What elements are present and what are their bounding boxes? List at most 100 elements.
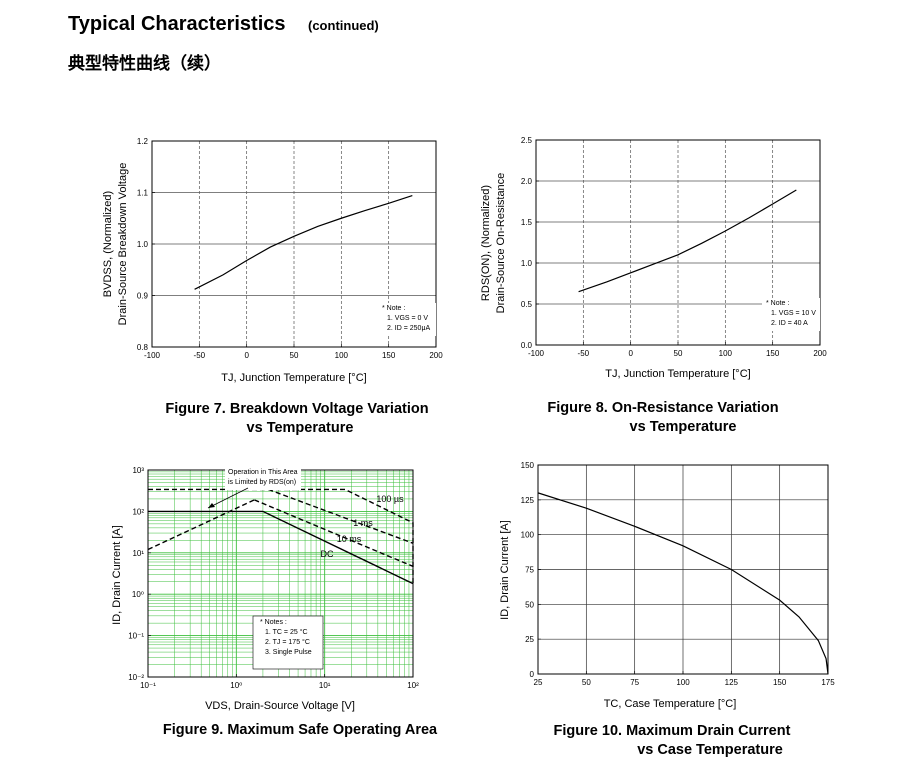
- series-label: 100 µs: [376, 494, 404, 504]
- x-tick-label: 100: [719, 349, 733, 358]
- x-tick-label: 150: [766, 349, 780, 358]
- figure-caption: Figure 8. On-Resistance Variation: [547, 400, 778, 416]
- y-axis-label: Drain-Source On-Resistance: [495, 173, 507, 314]
- page-title: Typical Characteristics: [68, 13, 286, 35]
- data-line: [148, 510, 414, 585]
- y-tick-label: 75: [525, 566, 534, 575]
- y-tick-label: 1.5: [521, 218, 533, 227]
- y-tick-label: 25: [525, 635, 534, 644]
- y-tick-label: 1.0: [521, 259, 533, 268]
- annotation-text: is Limited by RDS(on): [228, 479, 296, 486]
- x-tick-label: -50: [194, 351, 206, 360]
- y-tick-label: 10⁻¹: [128, 632, 144, 641]
- y-tick-label: 100: [521, 531, 535, 540]
- series-label: DC: [321, 549, 334, 559]
- y-tick-label: 0.8: [137, 343, 149, 352]
- x-axis-label: TC, Case Temperature [°C]: [604, 698, 737, 710]
- y-tick-label: 0.9: [137, 292, 149, 301]
- page-subtitle: (continued): [308, 18, 379, 33]
- y-tick-label: 10⁻²: [128, 673, 144, 682]
- data-line: [537, 492, 829, 675]
- notes-bg: [762, 298, 820, 331]
- note-text: 1. TC = 25 °C: [265, 628, 308, 636]
- x-tick-label: 10⁰: [230, 681, 242, 690]
- page-title-cn: 典型特性曲线（续）: [68, 53, 221, 73]
- x-tick-label: 75: [630, 678, 639, 687]
- y-tick-label: 10³: [132, 466, 144, 475]
- x-tick-label: 10⁻¹: [140, 681, 156, 690]
- annotation-bg: [225, 466, 301, 490]
- x-tick-label: 10²: [407, 681, 419, 690]
- x-tick-label: -100: [528, 349, 545, 358]
- notes-box: [252, 615, 324, 670]
- y-tick-label: 2.0: [521, 177, 533, 186]
- x-tick-label: 200: [429, 351, 443, 360]
- figure-caption: Figure 9. Maximum Safe Operating Area: [163, 722, 438, 738]
- note-text: * Note :: [382, 305, 405, 312]
- x-tick-label: 175: [821, 678, 835, 687]
- plot-frame: [537, 464, 829, 675]
- x-tick-label: 125: [725, 678, 739, 687]
- note-text: 3. Single Pulse: [265, 649, 312, 656]
- note-text: * Note :: [766, 300, 789, 307]
- x-tick-label: 50: [290, 351, 299, 360]
- note-text: 1. VGS = 10 V: [771, 310, 816, 317]
- y-axis-label: ID, Drain Current [A]: [111, 525, 123, 625]
- figure-caption: vs Case Temperature: [637, 742, 783, 758]
- x-tick-label: 0: [244, 351, 249, 360]
- data-line: [268, 488, 414, 544]
- y-tick-label: 1.2: [137, 137, 149, 146]
- y-tick-label: 10²: [132, 507, 144, 516]
- data-line: [147, 499, 255, 551]
- y-tick-label: 1.1: [137, 189, 149, 198]
- annotation-arrow: [207, 487, 249, 509]
- y-tick-label: 1.0: [137, 240, 149, 249]
- note-text: 2. ID = 250μA: [387, 325, 430, 332]
- note-text: 1. VGS = 0 V: [387, 315, 428, 322]
- y-tick-label: 10⁰: [132, 590, 144, 599]
- x-tick-label: -100: [144, 351, 161, 360]
- y-axis-label: BVDSS, (Normalized): [102, 191, 114, 297]
- arrow-head: [208, 503, 215, 508]
- notes-bg: [378, 303, 436, 336]
- figure-caption: Figure 10. Maximum Drain Current: [554, 723, 791, 739]
- y-axis-label: Drain-Source Breakdown Voltage: [117, 163, 129, 326]
- y-axis-label: RDS(ON), (Normalized): [480, 185, 492, 301]
- x-tick-label: 200: [813, 349, 827, 358]
- note-text: 2. TJ = 175 °C: [265, 638, 310, 646]
- plot-frame: [151, 140, 437, 348]
- y-tick-label: 50: [525, 600, 534, 609]
- x-tick-label: -50: [578, 349, 590, 358]
- x-axis-label: TJ, Junction Temperature [°C]: [605, 368, 750, 380]
- data-line: [194, 195, 413, 290]
- y-tick-label: 125: [521, 496, 535, 505]
- y-tick-label: 0.5: [521, 300, 533, 309]
- series-label: 10 ms: [337, 534, 362, 544]
- x-tick-label: 10¹: [319, 681, 331, 690]
- x-tick-label: 150: [773, 678, 787, 687]
- note-text: 2. ID = 40 A: [771, 320, 808, 327]
- x-tick-label: 50: [582, 678, 591, 687]
- figure-caption: vs Temperature: [630, 419, 737, 435]
- x-tick-label: 150: [382, 351, 396, 360]
- figure-caption: vs Temperature: [247, 420, 354, 436]
- y-tick-label: 150: [521, 461, 535, 470]
- x-tick-label: 100: [676, 678, 690, 687]
- x-tick-label: 50: [674, 349, 683, 358]
- y-tick-label: 0.0: [521, 341, 533, 350]
- data-line: [578, 189, 797, 293]
- y-axis-label: ID, Drain Current [A]: [499, 520, 511, 620]
- x-tick-label: 0: [628, 349, 633, 358]
- series-label: 1 ms: [353, 518, 373, 528]
- y-tick-label: 2.5: [521, 136, 533, 145]
- note-text: * Notes :: [260, 619, 287, 626]
- y-tick-label: 0: [530, 670, 535, 679]
- data-line: [254, 499, 414, 568]
- x-tick-label: 25: [534, 678, 543, 687]
- x-axis-label: TJ, Junction Temperature [°C]: [221, 372, 366, 384]
- annotation-text: Operation in This Area: [228, 469, 298, 476]
- x-axis-label: VDS, Drain-Source Voltage [V]: [205, 700, 355, 712]
- figure-caption: Figure 7. Breakdown Voltage Variation: [165, 401, 428, 417]
- y-tick-label: 10¹: [132, 549, 144, 558]
